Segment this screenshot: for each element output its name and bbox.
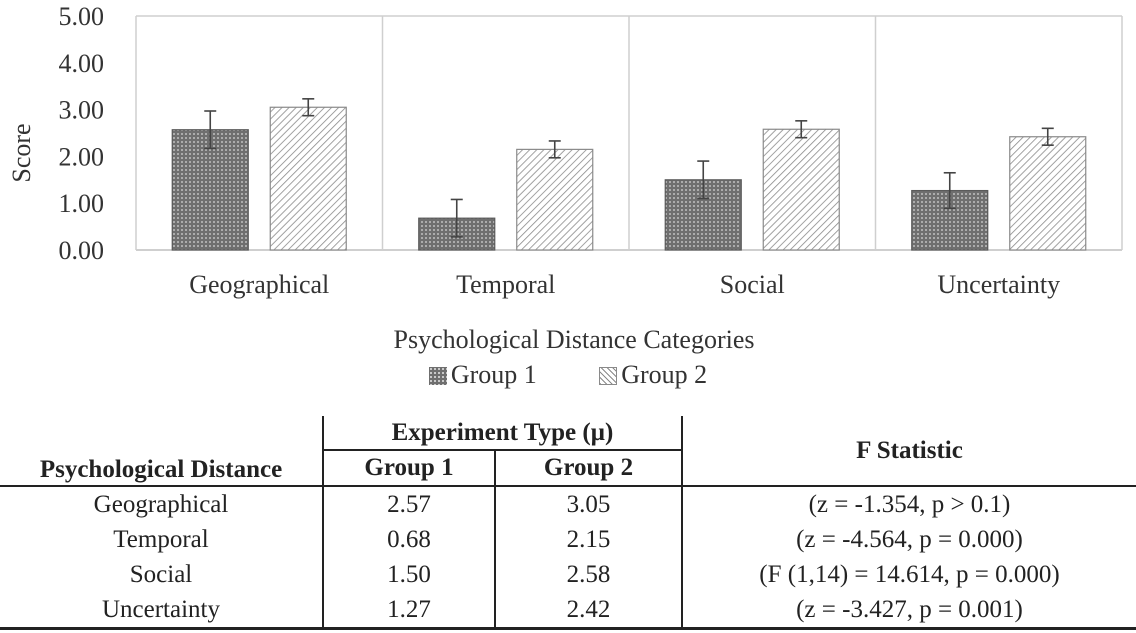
table-row: Uncertainty 1.27 2.42 (z = -3.427, p = 0… [0,592,1136,630]
chart-legend: Group 1 Group 2 [0,358,1136,390]
table-cell-group2: 2.15 [494,522,682,557]
table-cell-f-statistic: (z = -4.564, p = 0.000) [681,522,1136,557]
legend-swatch-group2 [599,367,618,386]
x-tick-label: Geographical [189,270,329,299]
x-tick-label: Social [720,270,785,299]
table-cell-group2: 3.05 [494,486,682,522]
table-row: Geographical 2.57 3.05 (z = -1.354, p > … [0,486,1136,522]
legend-item-group2: Group 2 [599,360,707,390]
table-header-distance: Psychological Distance [0,416,323,487]
table-cell-distance: Temporal [113,525,209,553]
bar-group2 [762,128,840,251]
table-header-f-statistic: F Statistic [681,416,1136,487]
table-header-experiment-type: Experiment Type (µ) [322,416,682,451]
x-tick-label: Uncertainty [937,270,1060,299]
table-row: Social 1.50 2.58 (F (1,14) = 14.614, p =… [0,557,1136,592]
y-tick-label: 4.00 [59,49,105,78]
table-cell-group1: 0.68 [322,522,495,557]
table-cell-group2: 2.58 [494,557,682,592]
results-table: Psychological Distance Experiment Type (… [0,416,1136,630]
table-cell-f-statistic: (F (1,14) = 14.614, p = 0.000) [681,557,1136,592]
legend-label-group2: Group 2 [621,360,708,390]
table-row: Temporal 0.68 2.15 (z = -4.564, p = 0.00… [0,522,1136,557]
legend-label-group1: Group 1 [450,360,537,390]
y-tick-label: 3.00 [59,96,105,125]
table-cell-group2: 2.42 [494,592,682,630]
x-axis-label: Psychological Distance Categories [393,325,754,354]
table-cell-group1: 1.50 [322,557,495,592]
bar-group2 [269,106,347,251]
table-cell-group1: 1.27 [322,592,495,630]
y-tick-label: 5.00 [59,2,105,31]
y-axis-label: Score [7,123,36,182]
bar-group2 [1009,136,1087,251]
table-cell-f-statistic: (z = -1.354, p > 0.1) [681,486,1136,522]
x-tick-label: Temporal [456,270,555,299]
table-cell-f-statistic: (z = -3.427, p = 0.001) [681,592,1136,630]
table-cell-group1: 2.57 [322,486,495,522]
y-tick-label: 1.00 [59,189,105,218]
table-header-group1: Group 1 [322,450,495,487]
y-tick-label: 2.00 [59,142,105,171]
bar-group2 [516,148,594,251]
table-header-group2: Group 2 [494,450,682,487]
legend-swatch-group1 [428,367,447,386]
y-tick-label: 0.00 [59,236,105,265]
legend-item-group1: Group 1 [428,360,537,390]
bar-group1 [171,129,249,251]
table-cell-distance: Uncertainty [0,592,323,630]
table-cell-distance: Social [129,560,193,588]
table-cell-distance: Geographical [93,490,229,518]
bar-chart: 0.00 1.00 2.00 3.00 4.00 5.00 Geographical Tem… [7,2,1123,354]
